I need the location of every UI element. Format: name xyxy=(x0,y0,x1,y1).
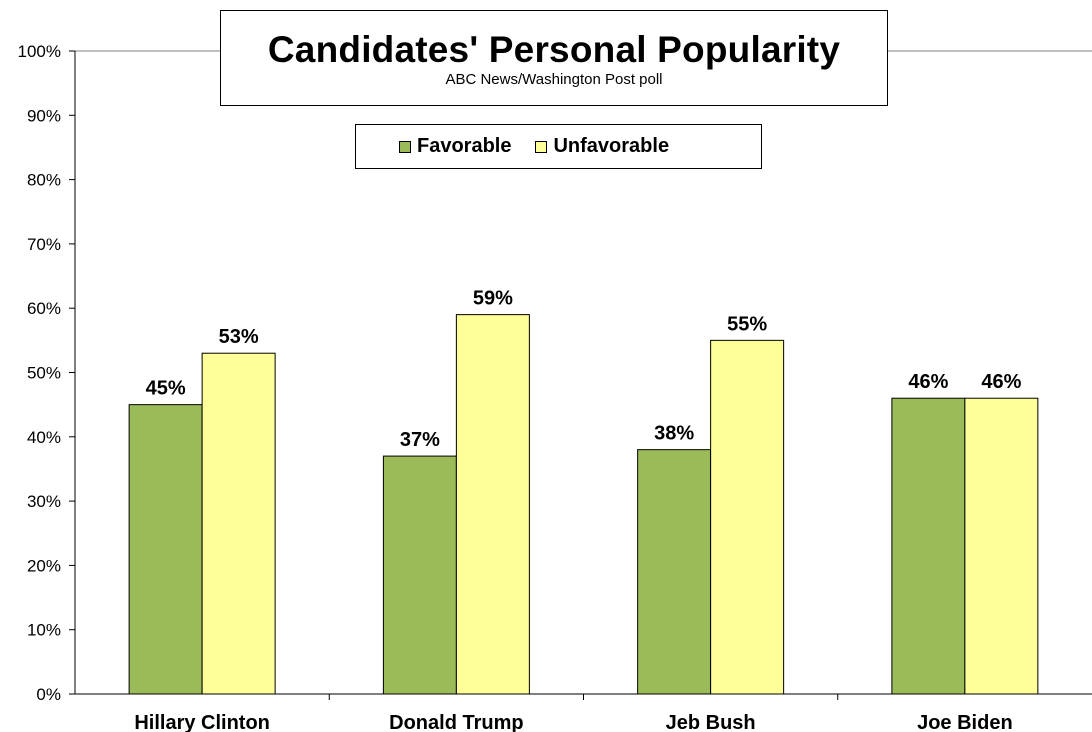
y-tick-label: 40% xyxy=(27,428,61,447)
legend-swatch-favorable xyxy=(399,140,411,153)
y-tick-label: 30% xyxy=(27,492,61,511)
data-label-favorable: 38% xyxy=(654,423,694,445)
x-tick-label: Hillary Clinton xyxy=(134,712,270,732)
bar-unfavorable xyxy=(710,339,785,695)
data-label-unfavorable: 55% xyxy=(727,313,767,335)
axes: 0% 10% 20% 30% 40% 50% 60% 70% 80% 90% 100% Hillary… xyxy=(18,42,1092,732)
data-label-favorable: 37% xyxy=(400,429,440,451)
legend: Favorable Unfavorable xyxy=(355,124,762,169)
y-tick-label: 20% xyxy=(27,556,61,575)
data-labels: 45% 53% 37% 59% 38% 55% 46% 46% xyxy=(146,288,1022,451)
bar-favorable xyxy=(891,397,966,695)
bar-favorable xyxy=(637,449,712,695)
bar-unfavorable xyxy=(964,397,1039,695)
data-label-unfavorable: 46% xyxy=(981,371,1021,393)
y-tick-label: 90% xyxy=(27,106,61,125)
data-label-unfavorable: 53% xyxy=(219,326,259,348)
y-tick-label: 60% xyxy=(27,299,61,318)
x-tick-label: Jeb Bush xyxy=(666,712,756,732)
legend-label-favorable: Favorable xyxy=(417,135,512,157)
chart-subtitle: ABC News/Washington Post poll xyxy=(445,71,663,88)
legend-swatch-unfavorable xyxy=(535,140,548,153)
legend-item-favorable: Favorable xyxy=(399,135,511,158)
y-tick-label: 10% xyxy=(27,621,61,640)
bar-favorable xyxy=(382,455,457,695)
bar-unfavorable xyxy=(201,352,276,695)
bars xyxy=(128,314,1039,695)
data-label-unfavorable: 59% xyxy=(473,288,513,310)
chart-title: Candidates' Personal Popularity xyxy=(267,29,841,70)
x-tick-label: Joe Biden xyxy=(917,712,1013,732)
x-tick-label: Donald Trump xyxy=(389,712,523,732)
bar-favorable xyxy=(128,404,203,695)
y-tick-label: 0% xyxy=(36,685,61,704)
y-tick-label: 50% xyxy=(27,364,61,383)
y-tick-label: 80% xyxy=(27,171,61,190)
legend-label-unfavorable: Unfavorable xyxy=(553,135,670,157)
y-tick-label: 100% xyxy=(18,42,61,61)
y-tick-label: 70% xyxy=(27,235,61,254)
legend-item-unfavorable: Unfavorable xyxy=(535,135,669,158)
title-box: Candidates' Personal Popularity ABC News… xyxy=(220,10,888,106)
bar-unfavorable xyxy=(455,314,530,695)
data-label-favorable: 46% xyxy=(908,371,948,393)
data-label-favorable: 45% xyxy=(146,378,186,400)
